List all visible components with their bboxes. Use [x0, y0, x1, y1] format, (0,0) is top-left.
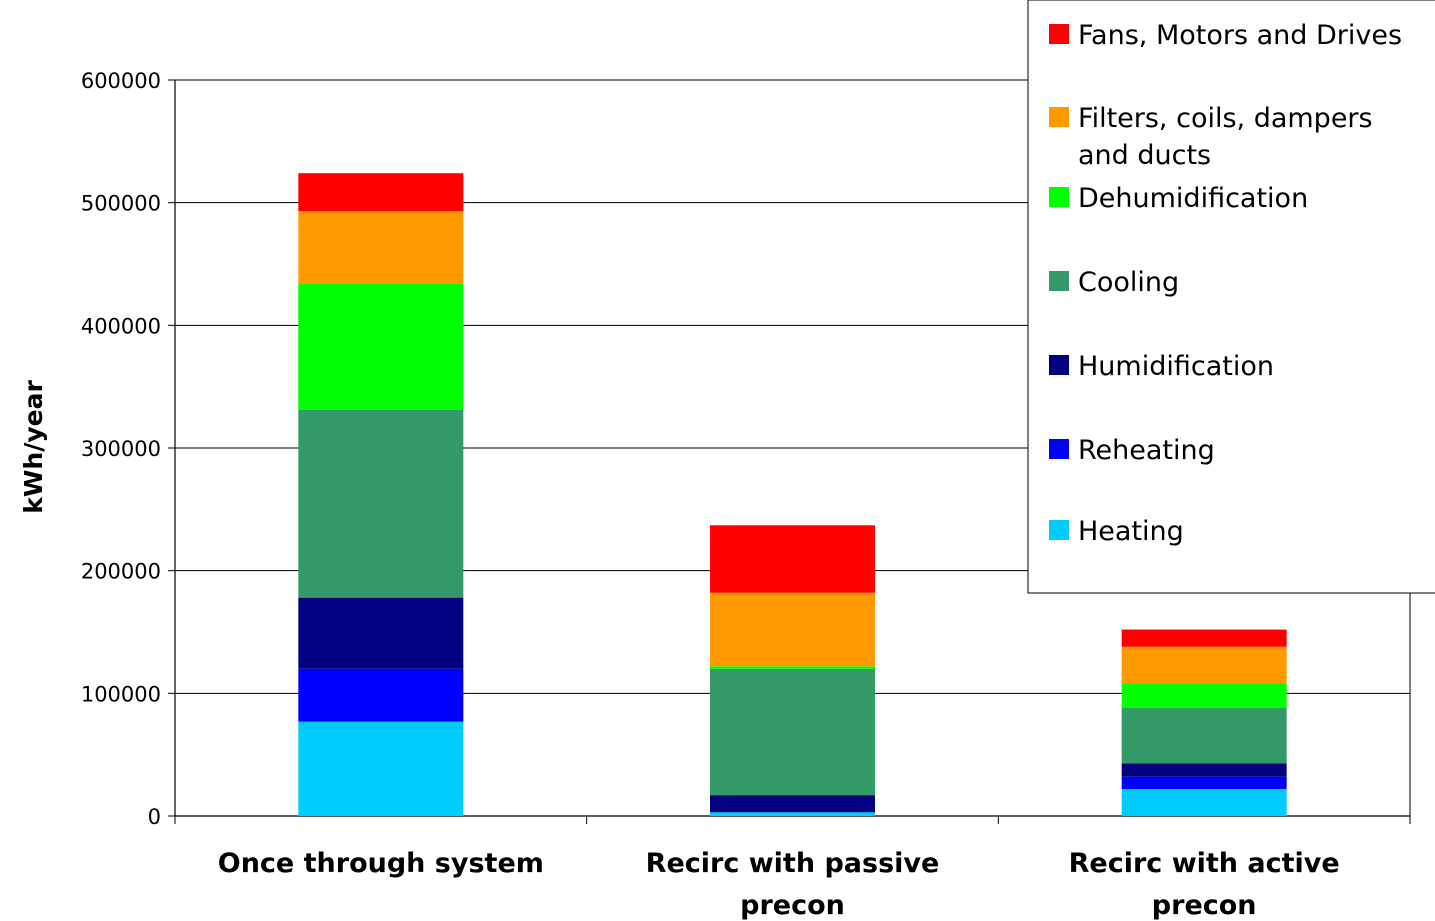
bar-segment-heating [1121, 789, 1287, 816]
bars [298, 173, 1287, 816]
x-category-label: precon [1152, 890, 1257, 921]
x-category-label: Recirc with active [1069, 848, 1340, 879]
bar-segment-reheating [1121, 776, 1287, 790]
legend-swatch-fans-motors-and-drives [1049, 24, 1069, 44]
legend-swatch-reheating [1049, 439, 1069, 459]
y-tick-label: 600000 [81, 69, 161, 93]
legend-swatch-dehumidification [1049, 187, 1069, 207]
legend-label-fans-motors-and-drives: Fans, Motors and Drives [1078, 20, 1402, 51]
legend-label-humidification: Humidification [1078, 351, 1274, 382]
legend: Fans, Motors and Drives Filters, coils, d… [1027, 0, 1435, 594]
y-tick-label: 400000 [81, 314, 161, 338]
x-category-label: precon [740, 890, 845, 921]
legend-label-reheating: Reheating [1078, 435, 1215, 466]
legend-label-heating: Heating [1078, 516, 1184, 547]
bar-segment-dehumidification [710, 666, 875, 669]
y-axis-ticks: 0 100000 200000 300000 400000 500000 600000 [81, 69, 175, 829]
legend-label-cooling: Cooling [1078, 267, 1179, 298]
bar-segment-reheating [298, 668, 464, 722]
legend-box [1027, 0, 1435, 594]
bar-segment-filters-coils-dampers-and-ducts [1121, 646, 1287, 684]
legend-swatch-cooling [1049, 271, 1069, 291]
bar-segment-fans-motors-and-drives [298, 173, 464, 212]
legend-label-dehumidification: Dehumidification [1078, 183, 1308, 214]
bar-segment-humidification [1121, 763, 1287, 777]
bar-segment-cooling [1121, 708, 1287, 764]
legend-swatch-filters-coils-dampers-and-ducts [1049, 107, 1069, 127]
x-category-label: Recirc with passive [646, 848, 940, 879]
bar-segment-humidification [298, 597, 464, 669]
legend-label-filters-coils-dampers-and-ducts: and ducts [1078, 140, 1211, 171]
x-category-label: Once through system [218, 848, 544, 879]
bar-segment-cooling [298, 409, 464, 598]
bar-segment-filters-coils-dampers-and-ducts [710, 592, 875, 667]
bar-segment-cooling [710, 668, 875, 796]
y-tick-label: 300000 [81, 437, 161, 461]
y-axis-title: kWh/year [19, 380, 48, 514]
y-tick-label: 200000 [81, 560, 161, 584]
y-tick-label: 0 [148, 805, 161, 829]
legend-swatch-heating [1049, 520, 1069, 540]
legend-swatch-humidification [1049, 355, 1069, 375]
x-axis-category-labels: Once through system Recirc with passive pr… [218, 848, 1340, 921]
bar-segment-dehumidification [1121, 683, 1287, 709]
bar-segment-heating [298, 721, 464, 816]
bar-segment-dehumidification [298, 283, 464, 410]
bar-segment-heating [710, 812, 875, 816]
bar-segment-fans-motors-and-drives [1121, 629, 1287, 647]
bar-segment-filters-coils-dampers-and-ducts [298, 211, 464, 284]
bar-segment-humidification [710, 795, 875, 813]
bar-segment-fans-motors-and-drives [710, 525, 875, 593]
y-tick-label: 500000 [81, 192, 161, 216]
y-tick-label: 100000 [81, 682, 161, 706]
legend-label-filters-coils-dampers-and-ducts: Filters, coils, dampers [1078, 103, 1373, 134]
